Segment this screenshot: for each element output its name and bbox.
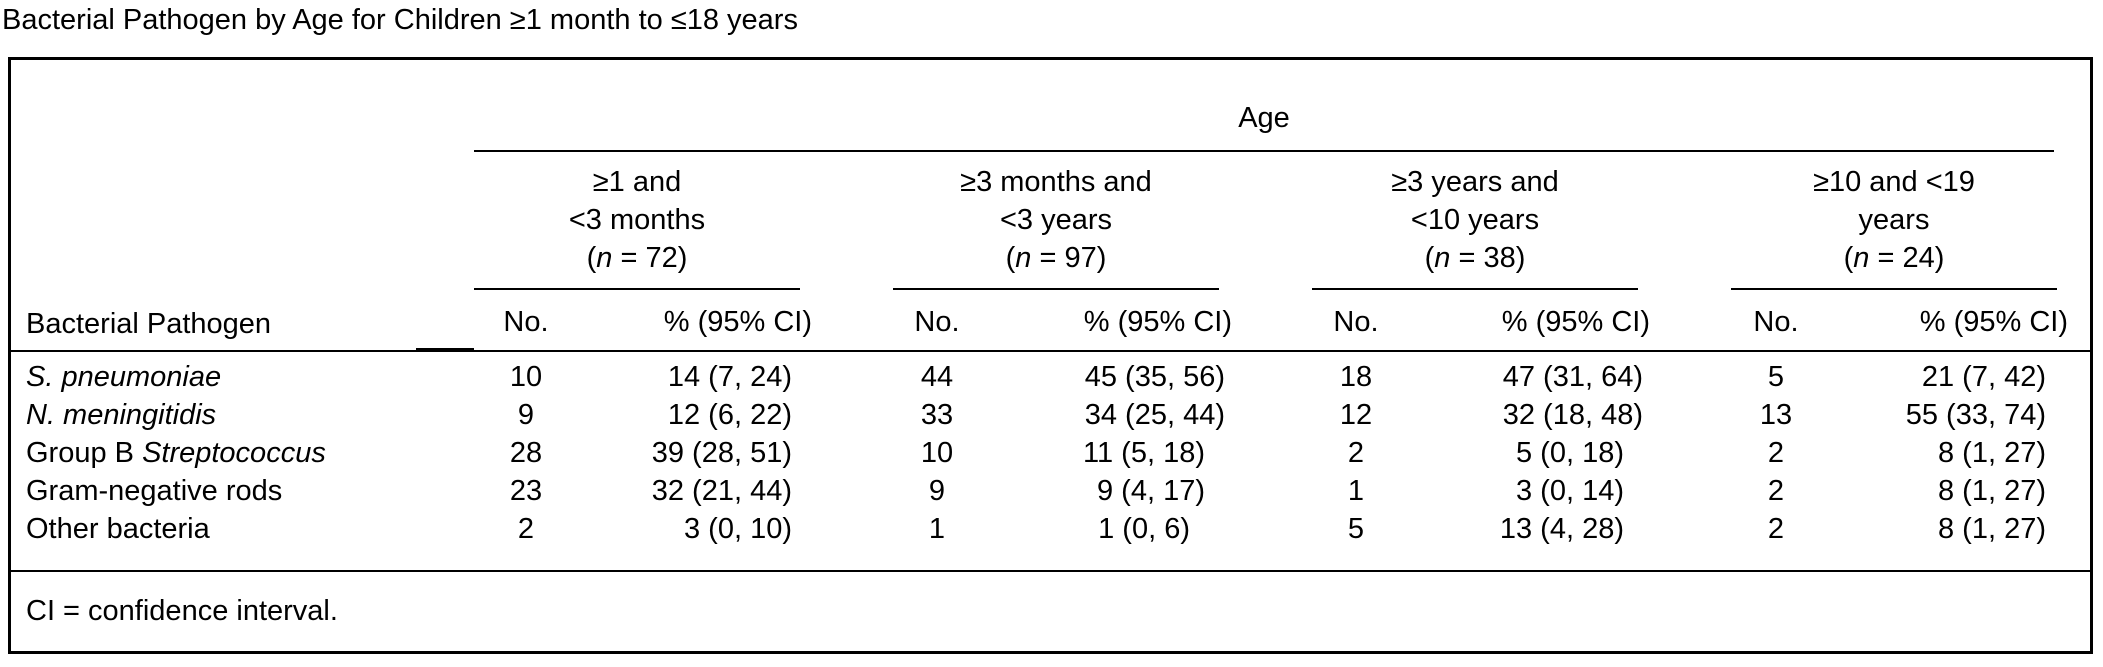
cell-pct-3: 8 (1, 27) bbox=[1938, 513, 2046, 545]
group-rule-0 bbox=[474, 288, 800, 290]
cell-no-0: 28 bbox=[509, 437, 543, 469]
group-rule-1 bbox=[893, 288, 1219, 290]
col-no-0: No. bbox=[503, 306, 549, 338]
col-pct-3: % (95% CI) bbox=[1919, 306, 2068, 338]
header-rule bbox=[8, 350, 2093, 352]
row-label: N. meningitidis bbox=[26, 399, 217, 431]
cell-pct-2: 3 (0, 14) bbox=[1516, 475, 1624, 507]
cell-no-3: 2 bbox=[1767, 437, 1785, 469]
cell-no-0: 10 bbox=[509, 361, 543, 393]
group-header-3: ≥10 and <19 years (n = 24) bbox=[1813, 166, 1975, 274]
cell-no-3: 13 bbox=[1759, 399, 1793, 431]
cell-pct-2: 32 (18, 48) bbox=[1502, 399, 1643, 431]
row-label: Other bacteria bbox=[26, 513, 210, 545]
col-no-3: No. bbox=[1753, 306, 1799, 338]
table-frame bbox=[8, 57, 2093, 654]
col-pct-1: % (95% CI) bbox=[1083, 306, 1232, 338]
cell-pct-3: 55 (33, 74) bbox=[1905, 399, 2046, 431]
cell-pct-1: 34 (25, 44) bbox=[1084, 399, 1225, 431]
cell-pct-0: 32 (21, 44) bbox=[651, 475, 792, 507]
group-header-0: ≥1 and <3 months (n = 72) bbox=[568, 166, 706, 274]
cell-pct-1: 45 (35, 56) bbox=[1084, 361, 1225, 393]
group-rule-2 bbox=[1312, 288, 1638, 290]
col-no-2: No. bbox=[1333, 306, 1379, 338]
group-header-1: ≥3 months and <3 years (n = 97) bbox=[960, 166, 1152, 274]
cell-no-1: 44 bbox=[920, 361, 954, 393]
cell-pct-0: 39 (28, 51) bbox=[651, 437, 792, 469]
cell-pct-1: 11 (5, 18) bbox=[1083, 437, 1205, 469]
cell-pct-2: 47 (31, 64) bbox=[1502, 361, 1643, 393]
cell-no-3: 2 bbox=[1767, 513, 1785, 545]
cell-no-0: 2 bbox=[517, 513, 535, 545]
cell-no-1: 33 bbox=[920, 399, 954, 431]
cell-no-2: 18 bbox=[1339, 361, 1373, 393]
cell-pct-0: 12 (6, 22) bbox=[667, 399, 792, 431]
cell-no-2: 2 bbox=[1347, 437, 1365, 469]
cell-pct-2: 5 (0, 18) bbox=[1516, 437, 1624, 469]
row-header-rule bbox=[416, 348, 474, 350]
page-title: Bacterial Pathogen by Age for Children ≥… bbox=[2, 4, 798, 36]
row-label: Gram-negative rods bbox=[26, 475, 283, 507]
cell-no-3: 5 bbox=[1767, 361, 1785, 393]
cell-pct-1: 9 (4, 17) bbox=[1097, 475, 1205, 507]
cell-pct-3: 8 (1, 27) bbox=[1938, 437, 2046, 469]
cell-pct-0: 3 (0, 10) bbox=[684, 513, 792, 545]
cell-no-0: 23 bbox=[509, 475, 543, 507]
spanner-rule bbox=[474, 150, 2054, 152]
cell-no-2: 5 bbox=[1347, 513, 1365, 545]
cell-no-2: 12 bbox=[1339, 399, 1373, 431]
row-label: Group B Streptococcus bbox=[26, 437, 326, 469]
cell-no-2: 1 bbox=[1347, 475, 1365, 507]
cell-no-3: 2 bbox=[1767, 475, 1785, 507]
col-pct-2: % (95% CI) bbox=[1501, 306, 1650, 338]
cell-pct-2: 13 (4, 28) bbox=[1499, 513, 1624, 545]
cell-no-1: 9 bbox=[928, 475, 946, 507]
footer-rule bbox=[8, 570, 2093, 572]
cell-pct-1: 1 (0, 6) bbox=[1098, 513, 1190, 545]
cell-pct-3: 8 (1, 27) bbox=[1938, 475, 2046, 507]
cell-no-1: 10 bbox=[920, 437, 954, 469]
cell-pct-0: 14 (7, 24) bbox=[667, 361, 792, 393]
row-header: Bacterial Pathogen bbox=[26, 308, 272, 340]
group-header-2: ≥3 years and <10 years (n = 38) bbox=[1391, 166, 1559, 274]
cell-no-1: 1 bbox=[928, 513, 946, 545]
col-pct-0: % (95% CI) bbox=[663, 306, 812, 338]
cell-no-0: 9 bbox=[517, 399, 535, 431]
row-label: S. pneumoniae bbox=[26, 361, 222, 393]
spanner-age: Age bbox=[1238, 102, 1290, 134]
cell-pct-3: 21 (7, 42) bbox=[1921, 361, 2046, 393]
group-rule-3 bbox=[1731, 288, 2057, 290]
col-no-1: No. bbox=[914, 306, 960, 338]
footnote: CI = confidence interval. bbox=[26, 595, 338, 627]
